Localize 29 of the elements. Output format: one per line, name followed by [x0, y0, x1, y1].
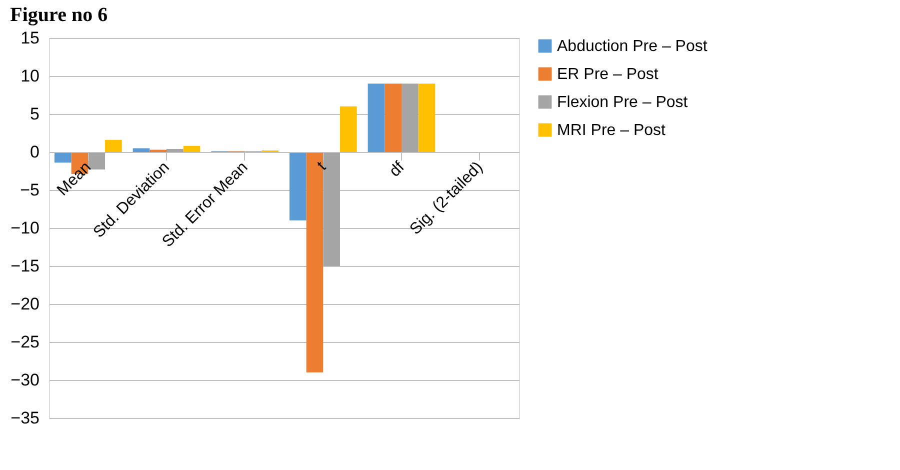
bar: [289, 152, 306, 220]
bar: [54, 152, 72, 163]
y-tick-label: −5: [20, 180, 40, 200]
legend-label: Abduction Pre – Post: [557, 38, 708, 55]
bar: [132, 148, 150, 152]
y-tick-label: −15: [10, 256, 40, 276]
y-tick-label: −10: [10, 218, 40, 238]
bar: [105, 140, 122, 152]
y-tick-label: −35: [10, 408, 40, 428]
legend-label: ER Pre – Post: [557, 66, 659, 83]
y-tick-label: 10: [20, 66, 40, 86]
y-tick-label: 15: [20, 28, 40, 48]
bar: [402, 84, 418, 152]
y-tick-label: −20: [10, 294, 40, 314]
bar: [183, 146, 200, 152]
bar: [368, 84, 385, 152]
chart-title: Figure no 6: [10, 4, 108, 26]
bar: [418, 84, 436, 152]
y-tick-label: −25: [10, 332, 40, 352]
bar: [384, 84, 402, 152]
x-tick-label: t: [314, 158, 330, 174]
legend-label: MRI Pre – Post: [557, 122, 666, 139]
y-tick-label: 5: [30, 104, 40, 124]
y-tick-label: −30: [10, 370, 40, 390]
bar: [166, 148, 184, 152]
y-tick-label: 0: [30, 142, 40, 162]
x-tick-label: df: [386, 158, 408, 180]
legend-label: Flexion Pre – Post: [557, 94, 688, 111]
bar: [340, 106, 357, 152]
